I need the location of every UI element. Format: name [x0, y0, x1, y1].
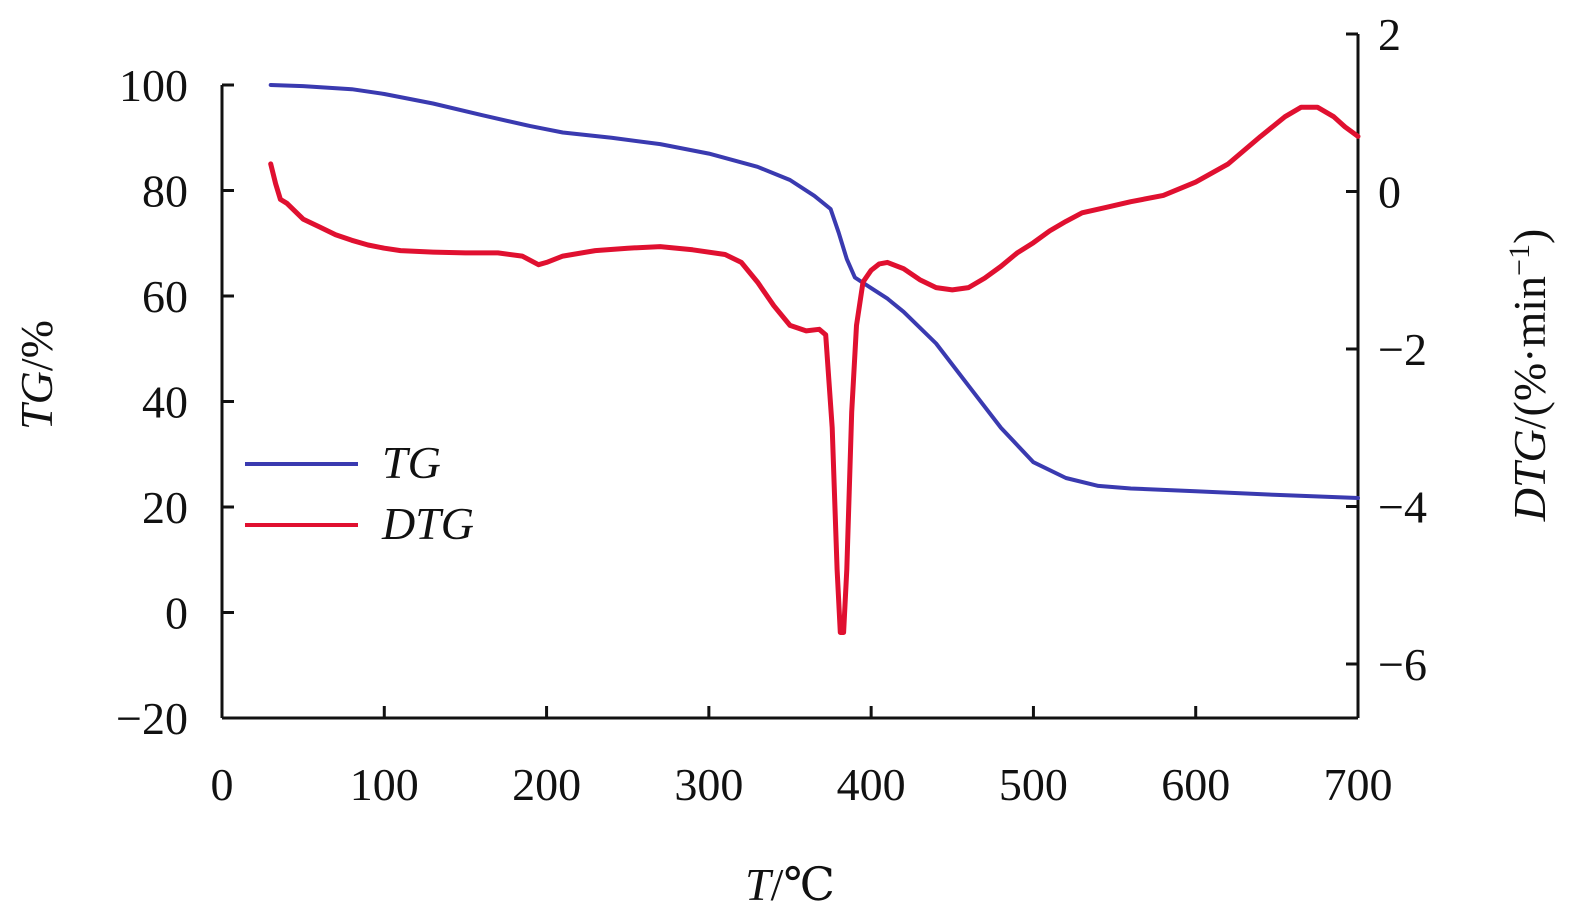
- x-tick-label: 700: [1324, 759, 1393, 810]
- left-y-axis-label-var: TG: [11, 371, 62, 430]
- x-tick-label: 600: [1161, 759, 1230, 810]
- series-line-dtg: [268, 104, 1361, 635]
- x-tick-label: 300: [674, 759, 743, 810]
- series-line-tg: [268, 83, 1360, 500]
- x-tick-label: 500: [999, 759, 1068, 810]
- right-y-tick-label: −4: [1378, 482, 1427, 533]
- x-axis-label: T/℃: [745, 859, 835, 910]
- left-y-tick-label: 20: [142, 482, 188, 533]
- right-y-axis-label-close: ): [1504, 229, 1555, 244]
- x-tick-label: 0: [211, 759, 234, 810]
- x-tick-label: 200: [512, 759, 581, 810]
- left-y-axis-label: TG/%: [11, 320, 62, 430]
- left-y-tick-label: −20: [116, 693, 188, 744]
- legend-label-tg: TG: [382, 437, 441, 488]
- right-y-tick-label: 2: [1378, 9, 1401, 60]
- x-tick-label: 100: [350, 759, 419, 810]
- right-y-ticks: −6 −4 −2 0 2: [1346, 9, 1427, 690]
- legend-label-dtg: DTG: [381, 498, 474, 549]
- right-y-tick-label: −6: [1378, 639, 1427, 690]
- series-layer: [268, 83, 1361, 635]
- right-y-axis-label-sup: −1: [1503, 244, 1536, 276]
- left-y-tick-label: 40: [142, 377, 188, 428]
- x-axis-label-var: T: [745, 859, 774, 910]
- right-y-tick-label: 0: [1378, 167, 1401, 218]
- right-y-axis-label-unit: /(%·min: [1504, 276, 1555, 429]
- left-y-ticks: −20 0 20 40 60 80 100: [116, 60, 234, 744]
- legend: TG DTG: [245, 437, 474, 549]
- right-y-axis-label: DTG/(%·min−1): [1503, 229, 1556, 523]
- left-y-tick-label: 0: [165, 588, 188, 639]
- left-y-axis-label-unit: /%: [11, 320, 62, 371]
- left-y-tick-label: 100: [119, 60, 188, 111]
- left-y-tick-label: 80: [142, 166, 188, 217]
- left-y-tick-label: 60: [142, 271, 188, 322]
- x-ticks: 0 100 200 300 400 500 600 700: [211, 706, 1393, 810]
- axes: [220, 34, 1360, 720]
- right-y-tick-label: −2: [1378, 324, 1427, 375]
- right-y-axis-label-var: DTG: [1504, 429, 1555, 522]
- x-tick-label: 400: [837, 759, 906, 810]
- x-axis-label-unit: /℃: [771, 859, 835, 910]
